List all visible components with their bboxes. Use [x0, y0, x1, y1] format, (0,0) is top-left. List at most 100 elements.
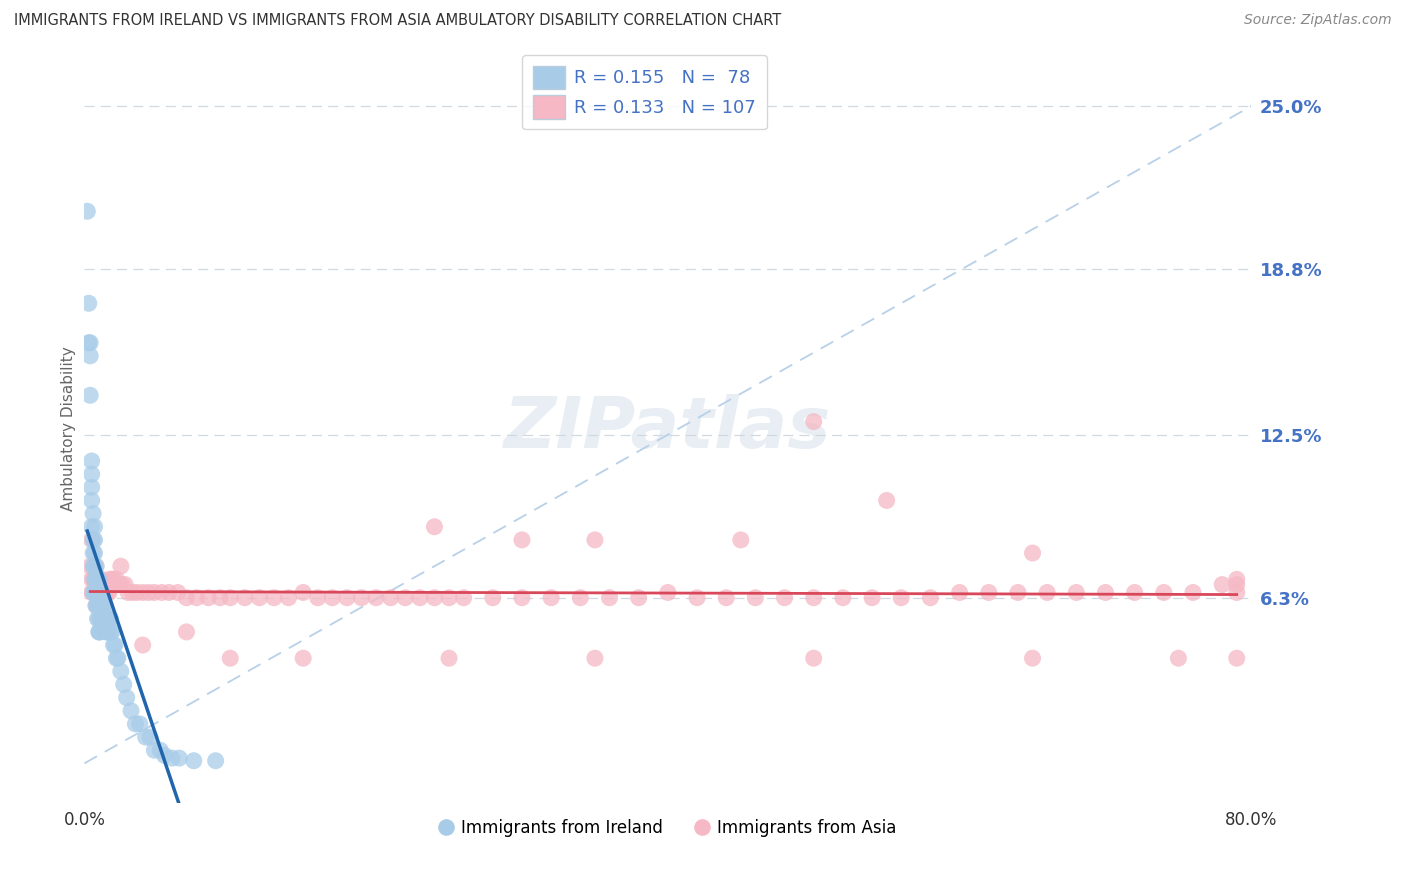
- Point: [292, 651, 315, 665]
- Point: [437, 591, 460, 605]
- Point: [83, 585, 105, 599]
- Text: IMMIGRANTS FROM IRELAND VS IMMIGRANTS FROM ASIA AMBULATORY DISABILITY CORRELATIO: IMMIGRANTS FROM IRELAND VS IMMIGRANTS FR…: [14, 13, 782, 29]
- Point: [83, 533, 105, 547]
- Point: [920, 591, 942, 605]
- Point: [1226, 585, 1249, 599]
- Point: [90, 585, 112, 599]
- Point: [233, 591, 256, 605]
- Point: [132, 638, 155, 652]
- Point: [540, 591, 562, 605]
- Point: [803, 651, 825, 665]
- Point: [79, 335, 101, 350]
- Point: [139, 730, 162, 744]
- Point: [730, 533, 752, 547]
- Point: [96, 624, 118, 639]
- Point: [128, 717, 150, 731]
- Point: [83, 585, 105, 599]
- Point: [80, 480, 103, 494]
- Point: [627, 591, 650, 605]
- Point: [103, 638, 125, 652]
- Point: [86, 612, 108, 626]
- Point: [89, 612, 111, 626]
- Point: [307, 591, 329, 605]
- Point: [803, 591, 825, 605]
- Point: [263, 591, 285, 605]
- Point: [292, 585, 315, 599]
- Point: [1021, 546, 1043, 560]
- Point: [86, 585, 108, 599]
- Point: [86, 599, 108, 613]
- Point: [89, 585, 111, 599]
- Point: [860, 591, 883, 605]
- Point: [380, 591, 402, 605]
- Point: [101, 624, 124, 639]
- Point: [91, 599, 114, 613]
- Point: [350, 591, 373, 605]
- Point: [87, 585, 110, 599]
- Point: [100, 612, 122, 626]
- Point: [569, 591, 592, 605]
- Point: [1182, 585, 1205, 599]
- Point: [77, 296, 100, 310]
- Point: [176, 591, 198, 605]
- Point: [437, 651, 460, 665]
- Point: [84, 585, 107, 599]
- Point: [219, 651, 242, 665]
- Point: [176, 624, 198, 639]
- Point: [423, 520, 446, 534]
- Point: [86, 599, 108, 613]
- Point: [76, 204, 98, 219]
- Point: [94, 612, 117, 626]
- Point: [510, 591, 533, 605]
- Point: [84, 559, 107, 574]
- Point: [143, 585, 166, 599]
- Point: [1021, 651, 1043, 665]
- Point: [94, 585, 117, 599]
- Point: [120, 704, 142, 718]
- Text: ZIPatlas: ZIPatlas: [505, 393, 831, 463]
- Point: [1153, 585, 1175, 599]
- Point: [83, 520, 105, 534]
- Point: [1226, 572, 1249, 586]
- Point: [949, 585, 972, 599]
- Point: [96, 612, 118, 626]
- Point: [98, 585, 121, 599]
- Point: [87, 585, 110, 599]
- Point: [832, 591, 855, 605]
- Point: [1167, 651, 1189, 665]
- Point: [100, 572, 122, 586]
- Point: [583, 533, 606, 547]
- Point: [84, 572, 107, 586]
- Point: [84, 599, 107, 613]
- Point: [87, 572, 110, 586]
- Point: [83, 572, 105, 586]
- Point: [84, 559, 107, 574]
- Point: [277, 591, 299, 605]
- Point: [166, 585, 188, 599]
- Y-axis label: Ambulatory Disability: Ambulatory Disability: [60, 346, 76, 510]
- Point: [249, 591, 271, 605]
- Point: [1226, 651, 1249, 665]
- Point: [110, 665, 132, 679]
- Point: [82, 585, 104, 599]
- Point: [87, 599, 110, 613]
- Point: [83, 559, 105, 574]
- Text: Source: ZipAtlas.com: Source: ZipAtlas.com: [1244, 13, 1392, 28]
- Point: [197, 591, 219, 605]
- Point: [112, 677, 135, 691]
- Point: [87, 599, 110, 613]
- Point: [167, 751, 190, 765]
- Point: [583, 651, 606, 665]
- Point: [97, 624, 120, 639]
- Point: [100, 572, 122, 586]
- Point: [80, 533, 103, 547]
- Point: [87, 624, 110, 639]
- Point: [149, 743, 172, 757]
- Point: [482, 591, 505, 605]
- Point: [157, 585, 180, 599]
- Point: [125, 585, 148, 599]
- Point: [114, 577, 136, 591]
- Point: [87, 585, 110, 599]
- Point: [1094, 585, 1116, 599]
- Point: [97, 612, 120, 626]
